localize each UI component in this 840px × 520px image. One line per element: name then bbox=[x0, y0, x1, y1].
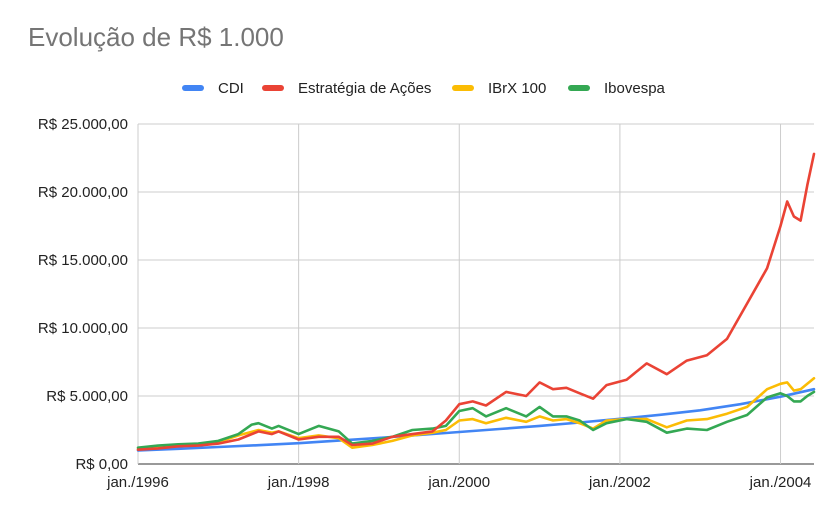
estrategia-line bbox=[136, 152, 816, 452]
y-tick-label: R$ 0,00 bbox=[75, 456, 128, 473]
x-tick-label: jan./1996 bbox=[106, 474, 169, 491]
ibovespa-line bbox=[136, 390, 816, 450]
legend-swatch-ibovespa bbox=[568, 85, 590, 91]
x-tick-label: jan./2004 bbox=[749, 474, 812, 491]
legend-swatch-estrategia bbox=[262, 85, 284, 91]
legend-label-ibovespa: Ibovespa bbox=[604, 79, 665, 97]
y-axis-labels: R$ 0,00 R$ 5.000,00 R$ 10.000,00 R$ 15.000,… bbox=[38, 116, 128, 473]
x-tick-label: jan./1998 bbox=[267, 474, 330, 491]
legend-swatch-cdi bbox=[182, 85, 204, 91]
y-tick-label: R$ 10.000,00 bbox=[38, 320, 128, 337]
legend-item-ibrx: IBrX 100 bbox=[452, 78, 546, 98]
legend-item-estrategia: Estratégia de Ações bbox=[262, 78, 431, 98]
x-tick-label: jan./2000 bbox=[427, 474, 490, 491]
legend-swatch-ibrx bbox=[452, 85, 474, 91]
x-tick-label: jan./2002 bbox=[588, 474, 651, 491]
legend-item-ibovespa: Ibovespa bbox=[568, 78, 665, 98]
legend-label-estrategia: Estratégia de Ações bbox=[298, 79, 432, 97]
y-tick-label: R$ 25.000,00 bbox=[38, 116, 128, 133]
chart-title: Evolução de R$ 1.000 bbox=[28, 22, 284, 52]
legend-label-ibrx: IBrX 100 bbox=[488, 79, 547, 97]
y-tick-label: R$ 15.000,00 bbox=[38, 252, 128, 269]
y-tick-label: R$ 5.000,00 bbox=[46, 388, 128, 405]
y-tick-label: R$ 20.000,00 bbox=[38, 184, 128, 201]
x-axis-labels: jan./1996 jan./1998 jan./2000 jan./2002 jan.… bbox=[106, 474, 811, 491]
chart-series bbox=[136, 152, 816, 452]
chart-grid bbox=[137, 123, 814, 465]
legend-item-cdi: CDI bbox=[182, 78, 244, 98]
cdi-line bbox=[136, 387, 816, 452]
legend-label-cdi: CDI bbox=[218, 79, 244, 97]
chart-legend: CDI Estratégia de Ações IBrX 100 Ibovesp… bbox=[0, 78, 840, 98]
